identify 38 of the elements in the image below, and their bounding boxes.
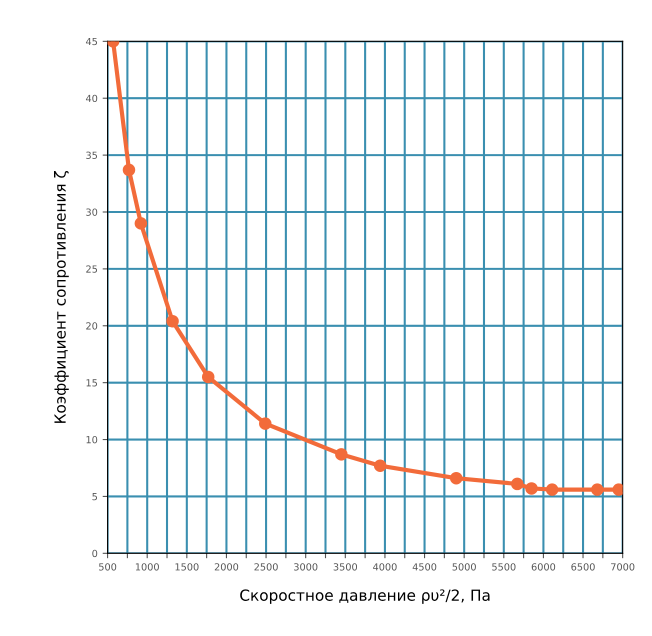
- y-tick-label: 0: [92, 550, 98, 558]
- x-tick-label: 1500: [176, 563, 199, 571]
- point: [335, 448, 348, 461]
- point: [374, 459, 386, 472]
- point: [546, 483, 558, 496]
- point: [122, 164, 136, 176]
- point: [511, 478, 524, 490]
- y-tick-label: 10: [86, 436, 98, 444]
- x-tick-label: 3000: [294, 563, 318, 571]
- x-tick-label: 4500: [412, 563, 436, 571]
- y-axis-title: Коэффициент сопротивления ζ: [54, 170, 69, 423]
- y-tick-label: 25: [86, 265, 98, 273]
- x-tick-label: 4000: [373, 563, 397, 571]
- x-tick-label: 6500: [571, 563, 595, 571]
- y-tick-label: 40: [86, 94, 98, 102]
- y-tick-label: 35: [86, 152, 98, 159]
- x-tick-label: 6000: [532, 563, 556, 571]
- x-tick-label: 2000: [214, 563, 238, 571]
- point: [259, 417, 272, 430]
- x-tick-label: 3500: [334, 563, 358, 571]
- point: [450, 472, 462, 484]
- y-tick-label: 20: [86, 322, 98, 330]
- x-tick-label: 2500: [254, 563, 278, 571]
- y-tick-label: 15: [86, 379, 98, 386]
- y-tick-label: 5: [92, 493, 98, 500]
- y-tick-label: 30: [86, 208, 98, 216]
- y-tick-label: 45: [86, 38, 98, 46]
- point: [134, 217, 148, 230]
- x-tick-label: 5500: [492, 563, 516, 571]
- x-axis-title: Скоростное давление ρυ²/2, Па: [240, 589, 490, 604]
- point: [166, 314, 179, 328]
- point: [591, 483, 604, 496]
- x-tick-label: 7000: [611, 563, 634, 571]
- point: [202, 370, 214, 384]
- x-tick-label: 1000: [136, 563, 159, 571]
- x-tick-label: 500: [99, 563, 116, 571]
- point: [525, 482, 538, 495]
- x-tick-label: 5000: [452, 563, 476, 571]
